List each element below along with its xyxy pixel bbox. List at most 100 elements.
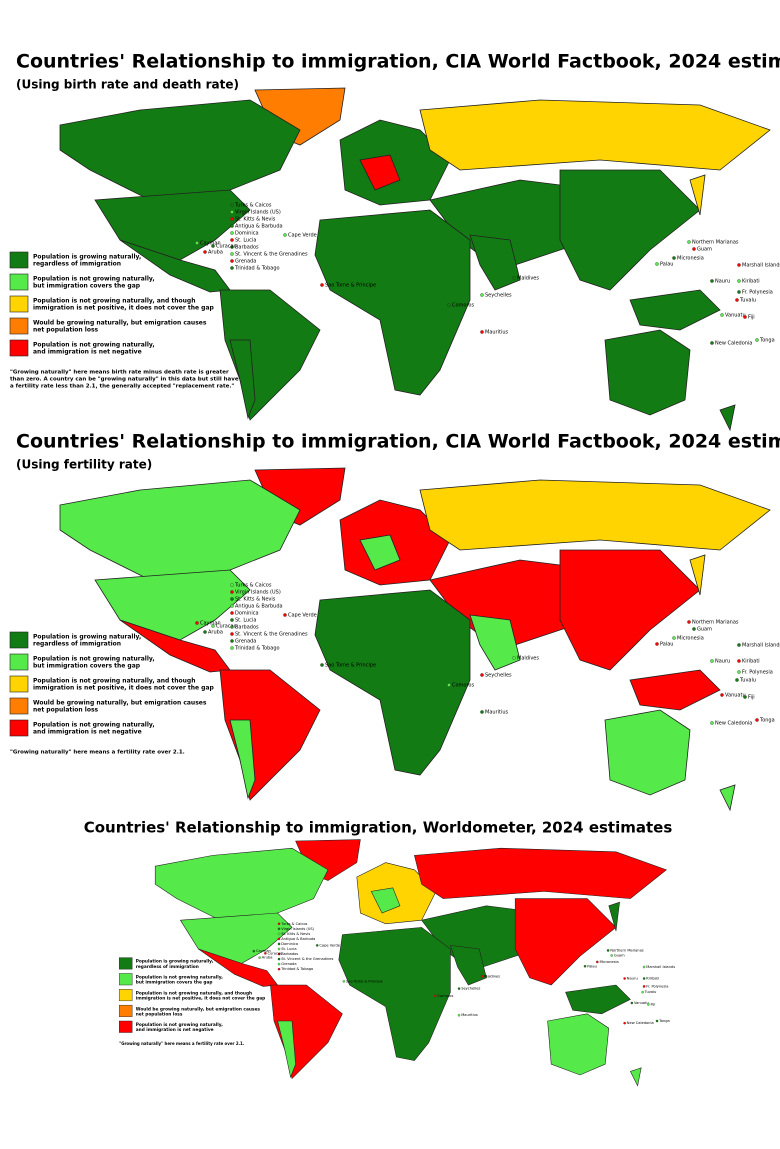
legend-label: Population is not growing naturally, [33,342,155,349]
place-dot [277,947,281,951]
place-dot [737,659,741,663]
map-panel: Countries' Relationship to immigration, … [9,51,780,432]
place-dot [258,956,261,959]
place-dot [737,643,741,647]
place-label: Tuvalu [739,298,756,304]
panel-title: Countries' Relationship to immigration, … [16,431,780,453]
place-dot [672,256,676,260]
place-label: Curacao [216,244,237,250]
country [356,862,437,925]
place-dot [737,290,741,294]
place-label: New Caledonia [715,341,752,347]
place-dot [277,922,281,926]
place-label: Maldives [517,276,539,282]
legend-label: and immigration is net negative [136,1027,214,1033]
place-label: Fiji [748,695,755,701]
note: a fertility rate less than 2.1, the gene… [10,384,234,390]
place-dot [743,695,747,699]
panel-subtitle: (Using birth rate and death rate) [16,78,239,92]
place-dot [457,987,461,990]
legend-swatch [118,1004,133,1017]
place-dot [655,642,659,646]
place-label: Vanuatu [634,1001,649,1005]
legend-label: net population loss [33,327,99,334]
note: than zero. A country can be "growing nat… [10,377,239,383]
legend-label: regardless of immigration [136,964,199,970]
place-label: Aruba [208,630,223,636]
place-label: Vanuatu [725,693,746,699]
place-dot [737,279,741,283]
place-label: St. Kitts & Nevis [281,932,310,936]
place-dot [630,1001,634,1005]
place-label: Fiji [748,315,755,321]
place-dot [277,962,281,966]
place-dot [720,313,724,317]
place-dot [480,330,484,334]
country [547,1013,610,1076]
legend-label: but immigration covers the gap [136,980,213,986]
place-dot [672,636,676,640]
place-dot [230,238,234,242]
place-dot [320,283,324,287]
place-label: Curacao [268,951,283,955]
place-label: Tonga [658,1019,670,1023]
legend-label: immigration is net positive, it does not… [33,685,215,692]
legend-label: Population is not growing naturally, [33,722,155,729]
place-label: Maldives [484,974,500,978]
place-dot [737,670,741,674]
place-dot [480,975,484,978]
place-label: Kiribati [742,279,760,285]
place-label: Maldives [517,656,539,662]
country [314,589,471,776]
place-dot [264,952,267,955]
place-label: Mauritius [485,710,509,716]
country [689,174,706,216]
legend-swatch [118,989,133,1002]
legend-label: net population loss [136,1011,183,1017]
place-dot [720,693,724,697]
place-dot [320,663,324,667]
place-label: Nauru [715,659,730,665]
place-dot [277,927,281,931]
place-label: Palau [587,964,597,968]
place-dot [230,252,234,256]
place-label: Cayman [200,241,221,247]
place-dot [315,944,319,947]
country [339,119,451,206]
place-label: Virgin Islands (US) [235,210,281,216]
place-dot [252,949,256,953]
place-label: Dominica [235,611,259,617]
legend-swatch [9,631,29,649]
place-dot [195,621,199,625]
country [629,1067,642,1087]
place-label: Guam [697,247,712,253]
place-label: St. Vincent & the Grenadines [235,632,308,638]
place-label: Fr. Polynesia [742,670,773,676]
place-dot [687,240,691,244]
legend-label: Population is not growing naturally, and… [33,298,196,305]
place-label: Dominica [281,942,298,946]
place-dot [230,231,234,235]
place-label: Antigua & Barbuda [281,937,315,941]
country [370,887,401,914]
place-label: Micronesia [677,636,704,642]
country [689,554,706,596]
place-dot [230,259,234,263]
panel-title: Countries' Relationship to immigration, … [84,819,673,837]
legend-label: but immigration covers the gap [33,663,141,670]
country [559,169,701,291]
legend-swatch [9,719,29,737]
place-dot [230,632,234,636]
place-label: Marshall Islands [742,643,780,649]
place-label: Barbados [281,952,298,956]
place-label: Antigua & Barbuda [235,604,283,610]
place-dot [277,932,281,936]
place-label: Comoros [437,994,453,998]
place-dot [230,210,234,214]
country [608,901,620,932]
place-dot [230,597,234,601]
legend-label: Population is not growing naturally, [136,1022,223,1028]
place-label: Trinidad & Tobago [234,266,280,272]
place-dot [230,604,234,608]
place-dot [230,625,234,629]
